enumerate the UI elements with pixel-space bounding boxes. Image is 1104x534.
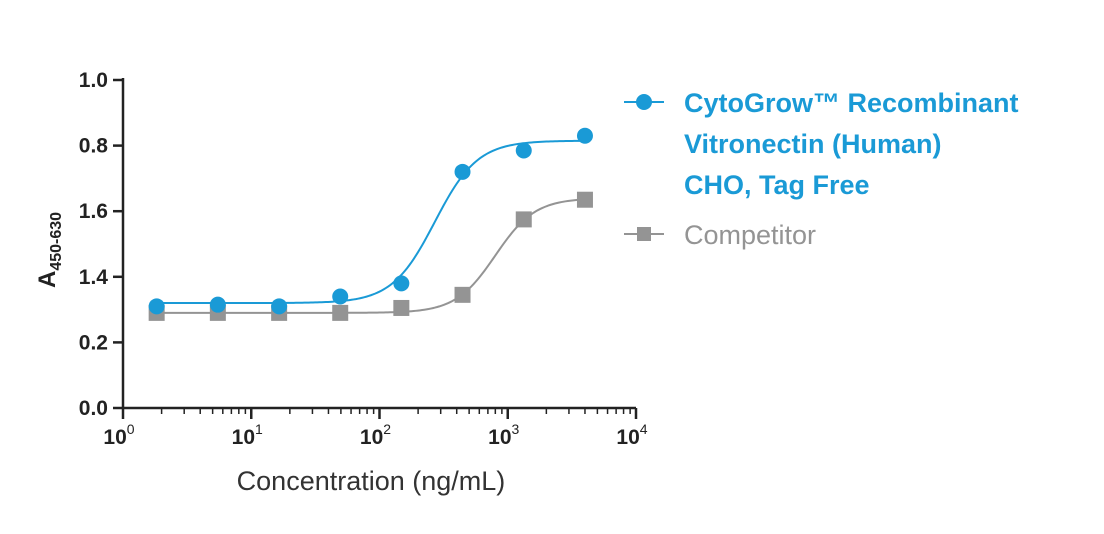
x-axis-label: Concentration (ng/mL) [237,466,506,496]
legend-label: CytoGrow™ Recombinant [684,88,1019,118]
fit-curve-series-0 [156,139,585,305]
data-point-series-1 [332,304,349,321]
x-tick-base: 10 [488,426,511,449]
data-point-series-0 [393,275,410,292]
y-tick-label: 1.6 [79,200,108,223]
data-point-series-0 [271,298,288,315]
data-point-series-1 [393,299,410,316]
legend-entry-0: CytoGrow™ Recombinant Vitronectin (Human)… [624,88,1019,200]
data-point-series-0 [576,127,593,144]
legend-entry-1: Competitor [624,220,816,250]
data-point-series-0 [148,298,165,315]
legend-label: CHO, Tag Free [684,170,870,200]
y-axis-label: A450-630 [34,212,65,288]
x-tick-base: 10 [360,426,383,449]
data-point-series-0 [515,142,532,159]
x-tick-label: 103 [488,421,519,449]
x-tick-exponent: 0 [127,421,135,437]
data-markers [148,127,593,321]
x-tick-label: 102 [360,421,391,449]
x-tick-base: 10 [616,426,639,449]
fit-curves [156,139,586,314]
data-point-series-0 [209,296,226,313]
fit-curve-series-1 [156,198,586,314]
y-tick-label: 1.0 [79,69,108,92]
data-point-series-1 [576,191,593,208]
y-axis-label-main: A [34,271,61,288]
y-axis-label-sub: 450-630 [48,212,65,271]
x-tick-base: 10 [103,426,126,449]
data-point-series-1 [454,286,471,303]
y-tick-label: 0.0 [79,397,108,420]
x-tick-exponent: 3 [512,421,520,437]
legend: CytoGrow™ Recombinant Vitronectin (Human)… [624,88,1019,250]
data-point-series-1 [515,211,532,228]
x-tick-label: 100 [103,421,134,449]
data-point-series-0 [454,163,471,180]
x-tick-label: 104 [616,421,647,449]
legend-marker [636,94,652,110]
x-tick-exponent: 2 [383,421,391,437]
y-tick-label: 0.8 [79,135,109,158]
x-tick-label: 101 [232,421,263,449]
data-point-series-0 [332,288,349,305]
legend-marker [637,227,651,241]
axes [121,78,636,410]
y-tick-label: 1.4 [79,266,109,289]
legend-label: Vitronectin (Human) [684,129,942,159]
legend-label: Competitor [684,220,816,250]
x-tick-base: 10 [232,426,255,449]
x-tick-exponent: 1 [255,421,263,437]
x-tick-exponent: 4 [640,421,648,437]
y-tick-label: 0.2 [79,331,108,354]
